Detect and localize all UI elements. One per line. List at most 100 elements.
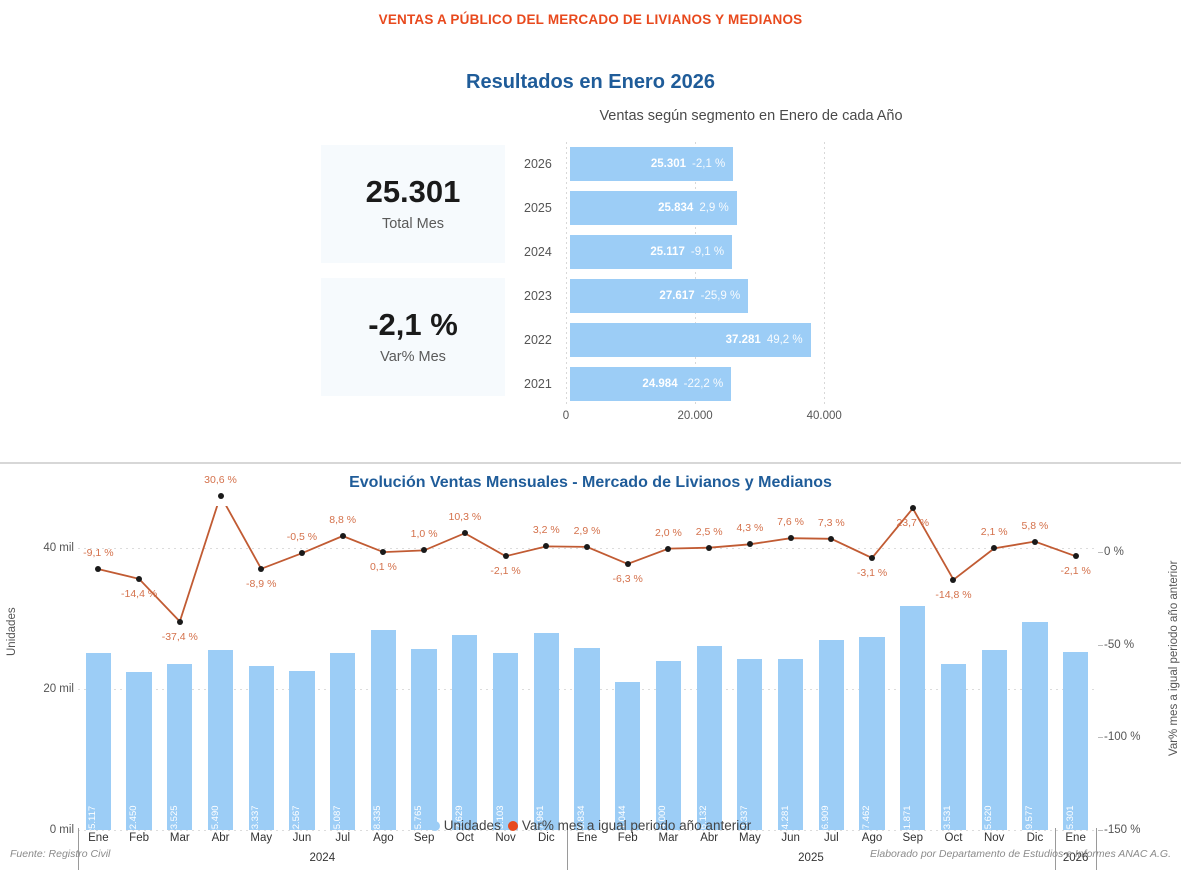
monthly-bar[interactable]: 25.490	[207, 650, 234, 835]
variation-data-point[interactable]	[502, 553, 509, 560]
y-axis-right-tickmark	[1098, 552, 1103, 554]
variation-data-point[interactable]	[543, 543, 550, 550]
variation-data-point[interactable]	[869, 555, 876, 562]
variation-data-point[interactable]	[665, 545, 672, 552]
variation-data-point[interactable]	[1072, 553, 1079, 560]
monthly-bar[interactable]: 26.132	[696, 645, 722, 835]
monthly-bar[interactable]: 21.044	[615, 681, 641, 835]
monthly-bar[interactable]: 25.765	[411, 648, 437, 835]
variation-data-point[interactable]	[909, 505, 916, 512]
variation-data-point[interactable]	[217, 492, 224, 499]
monthly-bar[interactable]: 27.629	[452, 635, 478, 835]
legend-swatch-icon	[507, 820, 518, 831]
hbar-value-label: 25.834	[658, 202, 694, 214]
kpi-value-total-mes: 25.301	[365, 174, 461, 210]
monthly-bar[interactable]: 25.087	[330, 653, 356, 835]
monthly-bar[interactable]: 23.525	[167, 664, 193, 835]
monthly-bar[interactable]: 31.871	[900, 605, 926, 835]
x-axis-month-tick: May	[739, 832, 761, 844]
variation-data-point[interactable]	[258, 565, 265, 572]
variation-percent-label: -14,8 %	[935, 588, 972, 601]
hbar-bar[interactable]: 25.117 -9,1 %	[570, 235, 733, 269]
variation-data-point[interactable]	[746, 541, 753, 548]
hbar-x-tick: 20.000	[677, 410, 713, 422]
monthly-bar[interactable]: 26.909	[818, 640, 844, 835]
lower-panel-title: Evolución Ventas Mensuales - Mercado de …	[349, 474, 832, 491]
annual-january-sales-bar-chart: 2026 25.301 -2,1 % 2025 25.834 2,9 % 2024 25.11…	[520, 142, 850, 447]
x-axis-month-tick: Dic	[537, 832, 555, 844]
hbar-bar[interactable]: 37.281 49,2 %	[570, 323, 811, 357]
hbar-year-label: 2022	[524, 333, 552, 347]
monthly-bar[interactable]: 29.577	[1022, 621, 1048, 835]
x-axis-month-tick: Nov	[495, 832, 516, 844]
hbar-x-tick: 40.000	[806, 410, 842, 422]
variation-data-point[interactable]	[1031, 538, 1038, 545]
monthly-bar[interactable]: 24.000	[655, 660, 682, 835]
monthly-bar[interactable]: 25.620	[981, 649, 1007, 835]
x-axis-year-label: 2024	[309, 852, 336, 864]
monthly-bar[interactable]: 25.834	[574, 648, 600, 835]
upper-panel-subtitle: Ventas según segmento en Enero de cada A…	[599, 108, 903, 124]
variation-data-point[interactable]	[991, 545, 998, 552]
hbar-track: 37.281 49,2 %	[570, 318, 850, 362]
variation-data-point[interactable]	[339, 532, 346, 539]
variation-data-point[interactable]	[950, 576, 957, 583]
variation-percent-label: 7,6 %	[777, 516, 805, 529]
hbar-bar[interactable]: 24.984 -22,2 %	[570, 367, 732, 401]
variation-data-point[interactable]	[95, 566, 102, 573]
variation-percent-label: 10,3 %	[448, 511, 482, 524]
hbar-percent-label: -2,1 %	[692, 158, 726, 170]
variation-data-point[interactable]	[461, 530, 468, 537]
footer-source: Fuente: Registro Civil	[10, 848, 111, 860]
variation-data-point[interactable]	[706, 544, 713, 551]
legend-item[interactable]: Var% mes a igual periodo año anterior	[507, 818, 751, 833]
variation-data-point[interactable]	[787, 535, 794, 542]
kpi-value-var-mes: -2,1 %	[368, 307, 458, 343]
hbar-value-label: 25.301	[650, 158, 687, 170]
variation-data-point[interactable]	[421, 547, 428, 554]
x-axis-month-tick: Ago	[373, 832, 394, 844]
y-axis-right-label: Var% mes a igual periodo año anterior	[1168, 560, 1180, 756]
variation-percent-label: 7,3 %	[817, 516, 845, 529]
variation-data-point[interactable]	[298, 550, 305, 557]
hbar-year-label: 2025	[524, 201, 552, 215]
monthly-bar[interactable]: 23.337	[248, 665, 274, 835]
monthly-bar[interactable]: 22.450	[126, 671, 152, 835]
x-axis-month-tick: Abr	[700, 832, 719, 844]
hbar-track: 27.617 -25,9 %	[570, 274, 850, 318]
variation-data-point[interactable]	[624, 560, 631, 567]
hbar-bar[interactable]: 27.617 -25,9 %	[570, 279, 749, 313]
variation-percent-label: -3,1 %	[856, 567, 888, 580]
monthly-bar[interactable]: 25.103	[492, 653, 519, 835]
variation-data-point[interactable]	[380, 549, 387, 556]
x-axis-month-tick: Jul	[823, 832, 839, 844]
variation-data-point[interactable]	[136, 575, 143, 582]
x-axis-month-tick: May	[250, 832, 273, 844]
variation-percent-label: -6,3 %	[612, 572, 643, 585]
variation-data-point[interactable]	[176, 618, 183, 625]
monthly-bar[interactable]: 24.281	[777, 658, 804, 835]
variation-line-series	[98, 506, 1076, 624]
hbar-value-label: 24.984	[642, 378, 678, 390]
hbar-track: 25.301 -2,1 %	[570, 142, 850, 186]
monthly-bar[interactable]: 27.462	[859, 636, 885, 835]
monthly-bar[interactable]: 24.337	[737, 658, 763, 835]
monthly-bar[interactable]: 25.301	[1063, 651, 1089, 835]
y-axis-right-tick: -50 %	[1104, 638, 1135, 651]
monthly-bar[interactable]: 28.335	[370, 630, 396, 835]
hbar-bar[interactable]: 25.301 -2,1 %	[570, 147, 734, 181]
monthly-bar[interactable]: 23.531	[940, 664, 967, 835]
variation-data-point[interactable]	[828, 535, 835, 542]
monthly-bar[interactable]: 25.117	[85, 653, 111, 834]
variation-percent-label: 2,0 %	[655, 526, 682, 539]
monthly-bar[interactable]: 22.567	[289, 671, 315, 835]
legend-item[interactable]: Unidades	[429, 818, 501, 833]
hbar-bar[interactable]: 25.834 2,9 %	[570, 191, 737, 225]
x-axis-month-tick: Jul	[335, 832, 351, 844]
x-axis-month-tick: Oct	[944, 832, 963, 844]
y-axis-right-tick: -100 %	[1104, 731, 1141, 744]
variation-data-point[interactable]	[584, 543, 590, 550]
x-axis-month-tick: Dic	[1026, 832, 1044, 844]
monthly-bar[interactable]: 27.961	[533, 633, 559, 835]
x-axis-month-tick: Mar	[658, 832, 679, 844]
